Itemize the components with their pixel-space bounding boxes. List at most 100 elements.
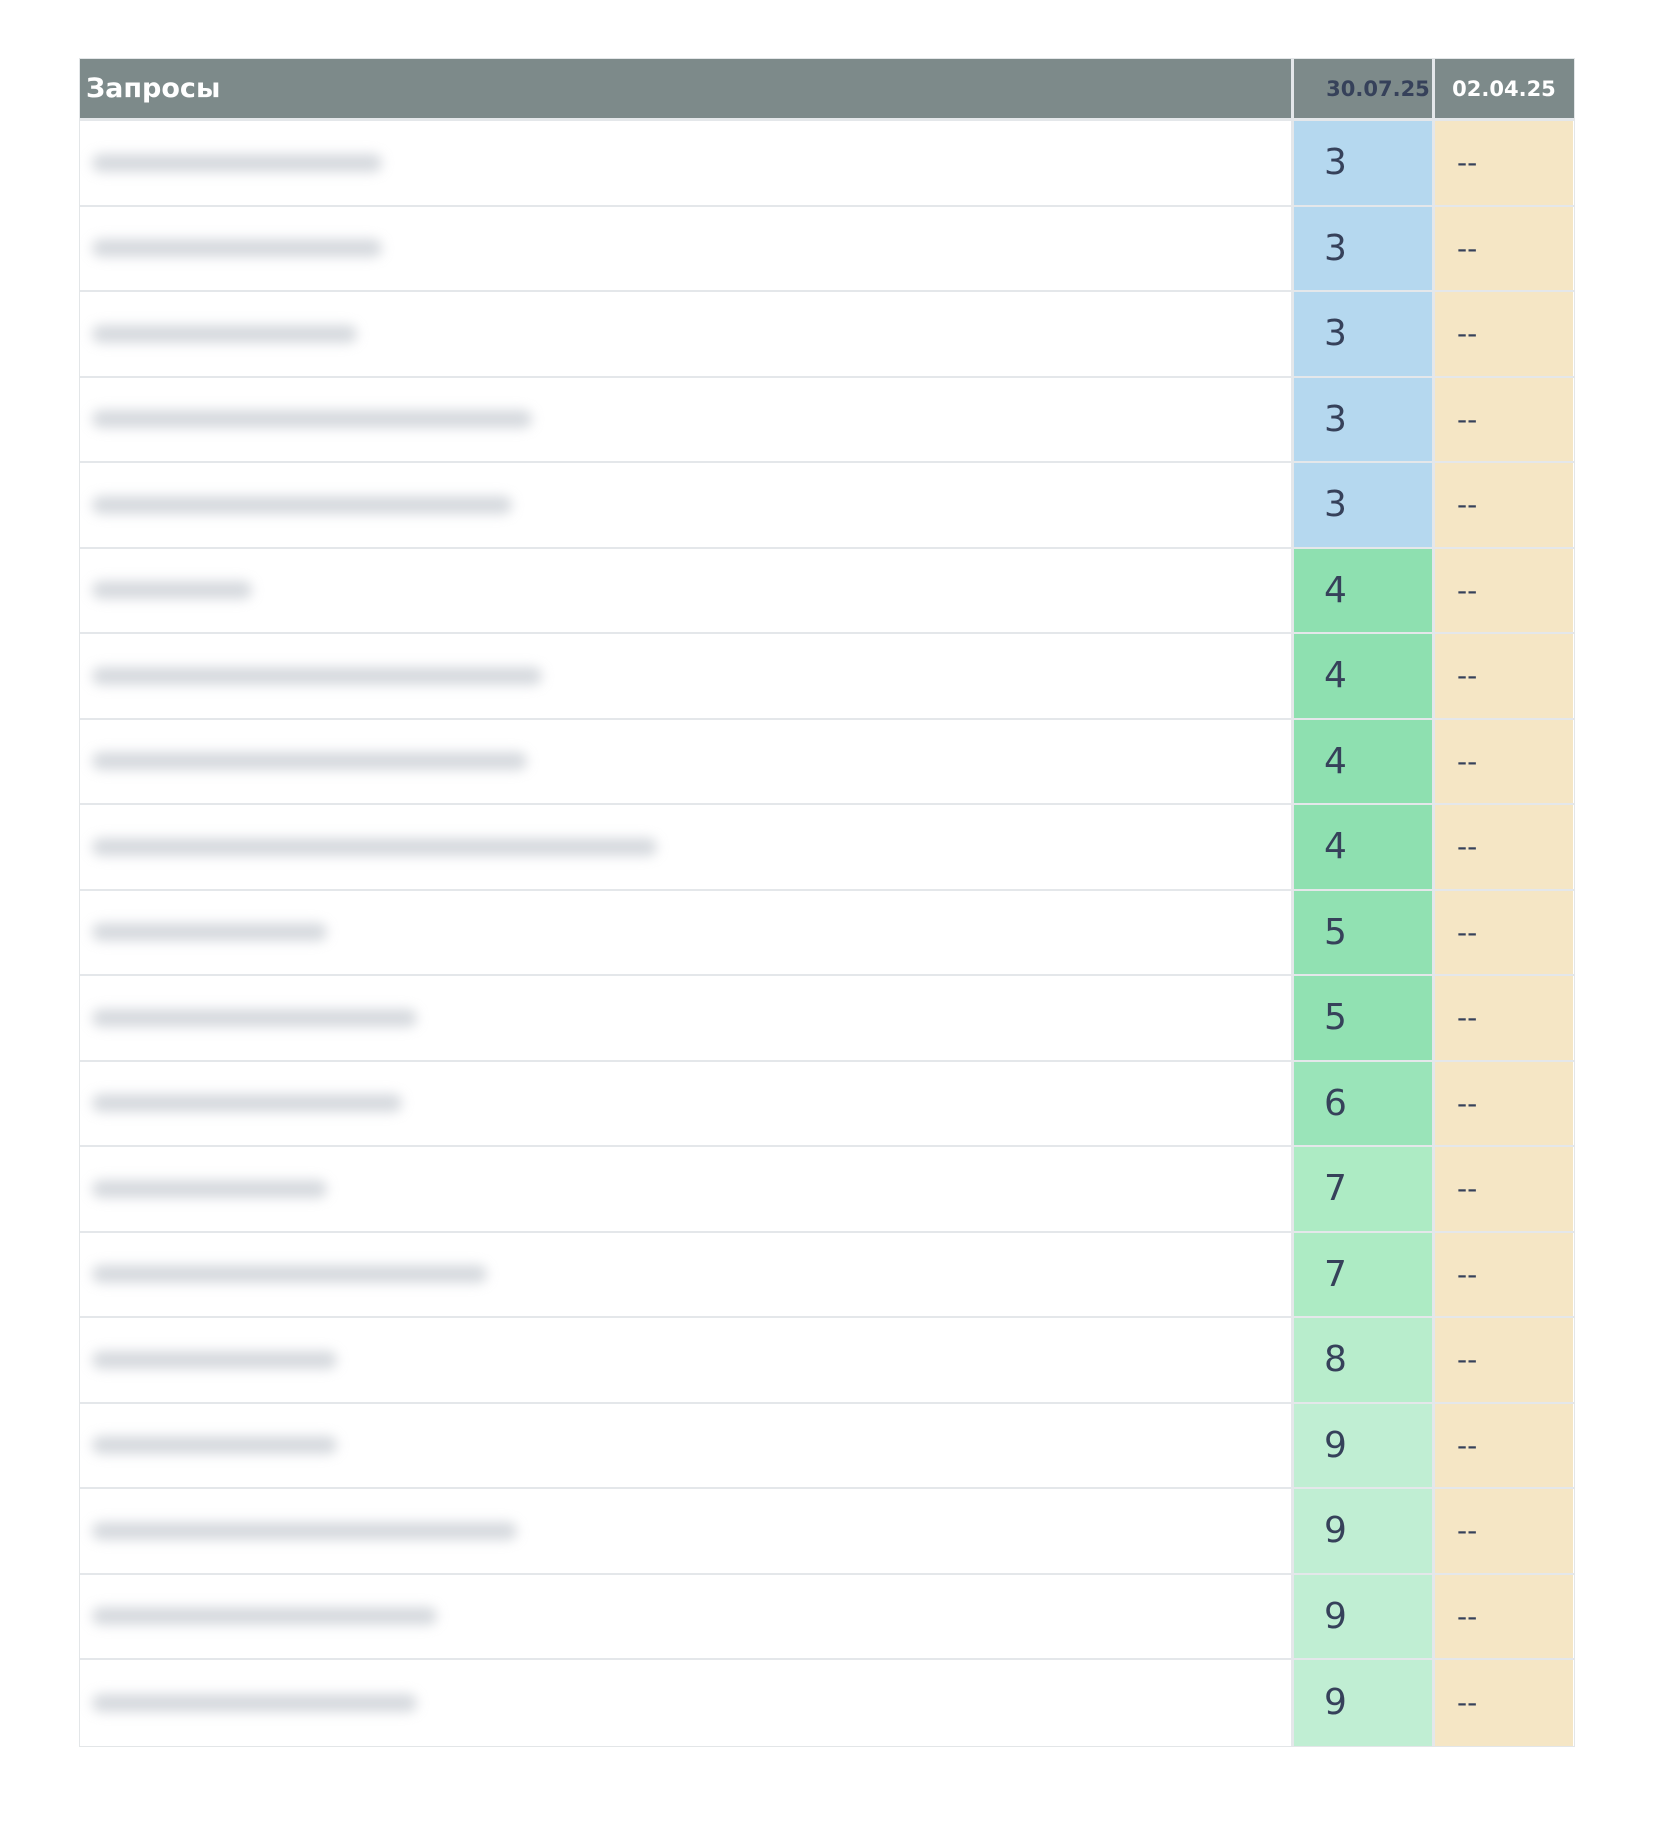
blurred-query-text <box>92 1008 417 1027</box>
table-row: 8 -- <box>80 1318 1574 1404</box>
table-row: 4 -- <box>80 719 1574 805</box>
position-cell-date-1: 9 <box>1291 1489 1432 1573</box>
table-row: 4 -- <box>80 634 1574 720</box>
position-cell-date-1: 9 <box>1291 1660 1432 1746</box>
position-cell-date-1: 7 <box>1291 1147 1432 1231</box>
position-cell-date-1: 9 <box>1291 1403 1432 1487</box>
position-cell-date-1: 6 <box>1291 1061 1432 1145</box>
position-cell-date-2: -- <box>1432 377 1573 461</box>
position-cell-date-1: 3 <box>1291 292 1432 376</box>
position-cell-date-2: -- <box>1432 976 1573 1060</box>
blurred-query-text <box>92 1521 517 1540</box>
table-row: 4 -- <box>80 805 1574 891</box>
table-row: 3 -- <box>80 292 1574 378</box>
position-cell-date-2: -- <box>1432 890 1573 974</box>
position-cell-date-2: -- <box>1432 805 1573 889</box>
blurred-query-text <box>92 495 512 514</box>
table-row: 9 -- <box>80 1403 1574 1489</box>
table-row: 7 -- <box>80 1232 1574 1318</box>
position-cell-date-1: 9 <box>1291 1574 1432 1658</box>
query-cell <box>80 1147 1291 1231</box>
table-row: 9 -- <box>80 1660 1574 1746</box>
query-cell <box>80 976 1291 1060</box>
blurred-query-text <box>92 1094 402 1113</box>
table-row: 3 -- <box>80 206 1574 292</box>
query-cell <box>80 1318 1291 1402</box>
query-cell <box>80 1575 1291 1659</box>
blurred-query-text <box>92 153 382 172</box>
query-cell <box>80 378 1291 462</box>
blurred-query-text <box>92 923 327 942</box>
query-cell <box>80 463 1291 547</box>
position-cell-date-2: -- <box>1432 121 1573 205</box>
table-row: 9 -- <box>80 1489 1574 1575</box>
position-cell-date-2: -- <box>1432 292 1573 376</box>
query-cell <box>80 1233 1291 1317</box>
position-cell-date-1: 7 <box>1291 1232 1432 1316</box>
position-cell-date-1: 5 <box>1291 976 1432 1060</box>
blurred-query-text <box>92 324 357 343</box>
table-row: 6 -- <box>80 1061 1574 1147</box>
query-cell <box>80 1660 1291 1746</box>
position-cell-date-1: 4 <box>1291 805 1432 889</box>
header-date-1[interactable]: 30.07.25 <box>1291 59 1432 118</box>
query-cell <box>80 805 1291 889</box>
position-cell-date-1: 3 <box>1291 206 1432 290</box>
blurred-query-text <box>92 1436 337 1455</box>
blurred-query-text <box>92 837 657 856</box>
position-cell-date-1: 8 <box>1291 1318 1432 1402</box>
query-cell <box>80 1062 1291 1146</box>
position-cell-date-2: -- <box>1432 463 1573 547</box>
blurred-query-text <box>92 1693 417 1712</box>
blurred-query-text <box>92 239 382 258</box>
table-row: 3 -- <box>80 121 1574 207</box>
position-cell-date-2: -- <box>1432 548 1573 632</box>
query-cell <box>80 720 1291 804</box>
position-cell-date-2: -- <box>1432 1232 1573 1316</box>
position-cell-date-1: 3 <box>1291 463 1432 547</box>
table-row: 5 -- <box>80 976 1574 1062</box>
query-cell <box>80 121 1291 205</box>
blurred-query-text <box>92 410 532 429</box>
position-cell-date-2: -- <box>1432 206 1573 290</box>
table-row: 3 -- <box>80 463 1574 549</box>
header-date-2[interactable]: 02.04.25 <box>1432 59 1573 118</box>
table-row: 5 -- <box>80 890 1574 976</box>
position-cell-date-1: 4 <box>1291 634 1432 718</box>
position-cell-date-2: -- <box>1432 1061 1573 1145</box>
position-cell-date-1: 3 <box>1291 121 1432 205</box>
query-cell <box>80 634 1291 718</box>
table-header: Запросы 30.07.25 02.04.25 <box>80 59 1574 121</box>
query-cell <box>80 1489 1291 1573</box>
query-cell <box>80 292 1291 376</box>
position-cell-date-2: -- <box>1432 634 1573 718</box>
blurred-query-text <box>92 581 252 600</box>
table-row: 7 -- <box>80 1147 1574 1233</box>
table-row: 4 -- <box>80 548 1574 634</box>
position-cell-date-1: 4 <box>1291 719 1432 803</box>
position-cell-date-2: -- <box>1432 1147 1573 1231</box>
blurred-query-text <box>92 1179 327 1198</box>
position-cell-date-2: -- <box>1432 1403 1573 1487</box>
header-queries[interactable]: Запросы <box>86 73 221 104</box>
blurred-query-text <box>92 1265 487 1284</box>
position-cell-date-2: -- <box>1432 1489 1573 1573</box>
table-row: 3 -- <box>80 377 1574 463</box>
position-cell-date-2: -- <box>1432 719 1573 803</box>
position-cell-date-2: -- <box>1432 1318 1573 1402</box>
query-cell <box>80 891 1291 975</box>
position-cell-date-1: 3 <box>1291 377 1432 461</box>
query-cell <box>80 549 1291 633</box>
position-cell-date-1: 5 <box>1291 890 1432 974</box>
query-cell <box>80 207 1291 291</box>
blurred-query-text <box>92 1607 437 1626</box>
position-cell-date-2: -- <box>1432 1660 1573 1746</box>
query-cell <box>80 1404 1291 1488</box>
position-cell-date-2: -- <box>1432 1574 1573 1658</box>
blurred-query-text <box>92 666 542 685</box>
positions-table: Запросы 30.07.25 02.04.25 3 -- 3 -- 3 --… <box>79 58 1575 1747</box>
blurred-query-text <box>92 1350 337 1369</box>
blurred-query-text <box>92 752 527 771</box>
position-cell-date-1: 4 <box>1291 548 1432 632</box>
table-row: 9 -- <box>80 1574 1574 1660</box>
